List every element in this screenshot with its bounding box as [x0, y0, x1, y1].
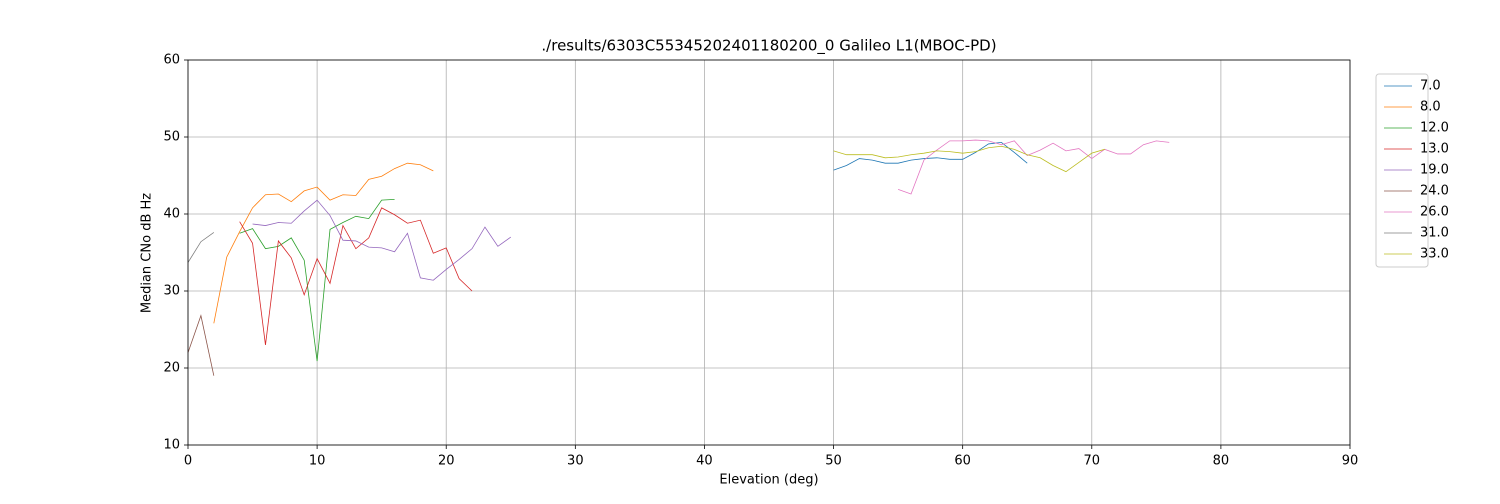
- series-line: [239, 207, 473, 345]
- y-tick-label: 20: [163, 361, 180, 376]
- y-tick-label: 60: [163, 53, 180, 68]
- legend-label: 26.0: [1420, 205, 1449, 220]
- y-tick-label: 40: [163, 207, 180, 222]
- chart-title: ./results/6303C55345202401180200_0 Galil…: [541, 37, 996, 56]
- y-tick-label: 10: [163, 438, 180, 453]
- plot-frame: [187, 59, 1351, 446]
- series-line: [239, 198, 395, 362]
- x-tick-label: 60: [954, 454, 971, 469]
- y-axis-label: Median CNo dB Hz: [140, 193, 155, 313]
- x-tick-label: 50: [825, 454, 842, 469]
- legend-label: 7.0: [1420, 79, 1441, 94]
- series-line: [833, 145, 1105, 173]
- x-tick-label: 10: [309, 454, 326, 469]
- legend-label: 13.0: [1420, 142, 1449, 157]
- series-line: [187, 232, 215, 263]
- legend-label: 19.0: [1420, 163, 1449, 178]
- x-tick-label: 20: [438, 454, 455, 469]
- x-tick-label: 40: [696, 454, 713, 469]
- y-tick-label: 50: [163, 130, 180, 145]
- x-tick-label: 90: [1342, 454, 1359, 469]
- legend-label: 8.0: [1420, 100, 1441, 115]
- x-axis-label: Elevation (deg): [719, 473, 818, 488]
- legend-box: [1375, 73, 1429, 268]
- x-tick-label: 80: [1213, 454, 1230, 469]
- series-line: [252, 199, 512, 281]
- legend-label: 33.0: [1420, 247, 1449, 262]
- legend-label: 31.0: [1420, 226, 1449, 241]
- legend-label: 12.0: [1420, 121, 1449, 136]
- legend-label: 24.0: [1420, 184, 1449, 199]
- series-line: [187, 314, 215, 376]
- y-tick-label: 30: [163, 284, 180, 299]
- series-line: [897, 139, 1170, 195]
- x-tick-label: 30: [567, 454, 584, 469]
- x-tick-label: 70: [1084, 454, 1101, 469]
- series-line: [213, 162, 434, 324]
- x-tick-label: 0: [184, 454, 192, 469]
